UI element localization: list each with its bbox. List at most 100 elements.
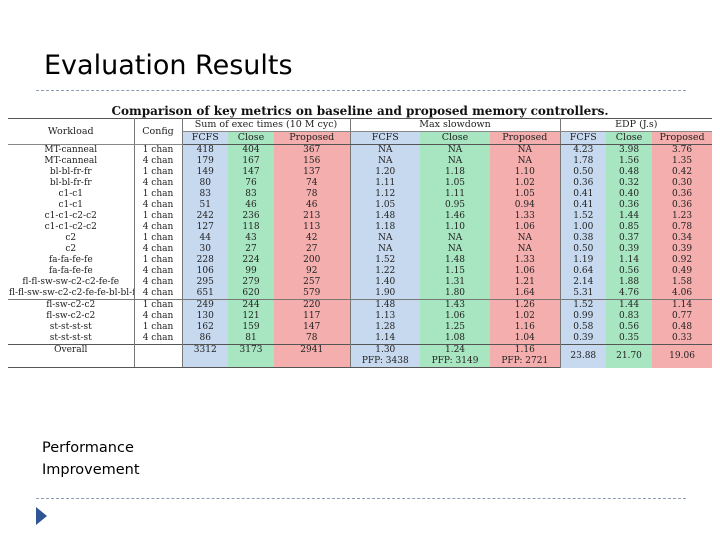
table-cell: 80 [181, 178, 228, 189]
header-edp: EDP (J.s) [559, 118, 713, 132]
table-cell: 1.00 [559, 222, 607, 233]
table-cell: 0.50 [559, 244, 607, 255]
subheader-3: FCFS [349, 131, 421, 145]
subheader-2: Proposed [274, 131, 351, 145]
table-cell: 0.36 [652, 200, 713, 211]
pfp-cell: PFP: 3149 [420, 356, 491, 368]
table-row: c1-c1 1 chan 83 83 78 1.12 1.11 1.05 0.41 0.40 0.3… [8, 189, 713, 200]
metrics-table: Workload Config Sum of exec times (10 M … [8, 118, 713, 368]
table-cell: 127 [181, 222, 228, 233]
table-cell: 367 [274, 144, 351, 156]
table-cell: 1.56 [606, 156, 653, 167]
table-cell: 162 [181, 322, 228, 333]
table-cell: NA [420, 156, 491, 167]
table-cell: 1.19 [559, 255, 607, 266]
table-cell: 0.33 [652, 333, 713, 345]
config-cell: 4 chan [133, 288, 182, 300]
table-row: MT-canneal 4 chan 179 167 156 NA NA NA 1.78 1.56 1… [8, 156, 713, 167]
table-cell: 1.22 [349, 266, 421, 277]
table-cell: 0.30 [652, 178, 713, 189]
slide-bullet-icon [36, 507, 47, 525]
table-caption: Comparison of key metrics on baseline an… [111, 104, 609, 118]
table-cell: 0.39 [559, 333, 607, 345]
table-cell: NA [349, 233, 421, 244]
table-cell: 1.11 [420, 189, 491, 200]
config-cell: 4 chan [133, 222, 182, 233]
table-cell: 1.20 [349, 167, 421, 178]
overall-edp-cell: 21.70 [606, 344, 653, 368]
table-cell: NA [490, 233, 561, 244]
header-config: Config [133, 118, 182, 145]
workload-cell: bl-bl-fr-fr [49, 178, 92, 188]
overall-slowdown-cell: 1.24 [420, 344, 491, 356]
table-cell: 242 [181, 211, 228, 222]
table-cell: 1.52 [559, 299, 607, 311]
workload-cell: c1-c1 [58, 189, 84, 199]
table-cell: 295 [181, 277, 228, 288]
table-cell: 0.40 [606, 189, 653, 200]
table-cell: 418 [181, 144, 228, 156]
table-cell: 1.46 [420, 211, 491, 222]
table-cell: 83 [228, 189, 274, 200]
config-cell: 4 chan [133, 277, 182, 288]
table-cell: NA [420, 233, 491, 244]
table-cell: 1.88 [606, 277, 653, 288]
table-cell: 1.10 [490, 167, 561, 178]
config-cell: 1 chan [133, 233, 182, 244]
table-cell: 130 [181, 311, 228, 322]
config-cell: 1 chan [133, 144, 182, 156]
slide-title: Evaluation Results [44, 50, 293, 81]
table-cell: 0.49 [652, 266, 713, 277]
table-cell: 1.35 [652, 156, 713, 167]
overall-row: Overall 3312 3173 2941 1.30 1.24 1.16 23.88 21.7… [8, 344, 713, 368]
pfp-cell: PFP: 3438 [349, 356, 421, 368]
table-cell: 1.21 [490, 277, 561, 288]
table-cell: 156 [274, 156, 351, 167]
table-cell: 0.58 [559, 322, 607, 333]
workload-cell: fa-fa-fe-fe [48, 255, 93, 265]
config-cell: 4 chan [133, 333, 182, 345]
table-cell: 179 [181, 156, 228, 167]
table-cell: 1.52 [559, 211, 607, 222]
table-cell: 1.48 [349, 211, 421, 222]
table-cell: 147 [274, 322, 351, 333]
table-cell: 0.95 [420, 200, 491, 211]
table-cell: 0.36 [652, 189, 713, 200]
config-cell: 1 chan [133, 322, 182, 333]
table-cell: 1.80 [420, 288, 491, 300]
table-cell: 4.76 [606, 288, 653, 300]
table-cell: 27 [228, 244, 274, 255]
table-cell: 0.50 [559, 167, 607, 178]
table-row: c2 4 chan 30 27 27 NA NA NA 0.50 0.39 0.39 [8, 244, 713, 255]
config-cell: 4 chan [133, 200, 182, 211]
table-cell: 1.44 [606, 211, 653, 222]
table-cell: 1.33 [490, 211, 561, 222]
table-cell: NA [349, 244, 421, 255]
metrics-body: MT-canneal 1 chan 418 404 367 NA NA NA 4.23 3.98 3… [8, 144, 713, 368]
table-cell: 0.83 [606, 311, 653, 322]
table-cell: 0.36 [606, 200, 653, 211]
table-cell: 0.99 [559, 311, 607, 322]
workload-cell: bl-bl-fr-fr [49, 167, 92, 177]
table-cell: 1.43 [420, 299, 491, 311]
workload-cell: c1-c1-c2-c2 [44, 222, 97, 232]
workload-cell: fl-fl-sw-sw-c2-c2-fe-fe [22, 277, 120, 287]
table-cell: 167 [228, 156, 274, 167]
table-cell: NA [349, 144, 421, 156]
table-cell: 1.13 [349, 311, 421, 322]
table-cell: 0.39 [652, 244, 713, 255]
table-cell: 1.52 [349, 255, 421, 266]
subheader-6: FCFS [559, 131, 607, 145]
table-cell: 220 [274, 299, 351, 311]
table-cell: 200 [274, 255, 351, 266]
table-cell: 0.38 [559, 233, 607, 244]
config-cell: 4 chan [133, 156, 182, 167]
workload-cell: c1-c1 [58, 200, 84, 210]
table-cell: 149 [181, 167, 228, 178]
table-cell: 51 [181, 200, 228, 211]
table-row: fl-sw-c2-c2 1 chan 249 244 220 1.48 1.43 1.26 1.… [8, 299, 713, 311]
table-cell: 1.33 [490, 255, 561, 266]
table-cell: 651 [181, 288, 228, 300]
subheader-5: Proposed [490, 131, 561, 145]
subheader-4: Close [420, 131, 491, 145]
